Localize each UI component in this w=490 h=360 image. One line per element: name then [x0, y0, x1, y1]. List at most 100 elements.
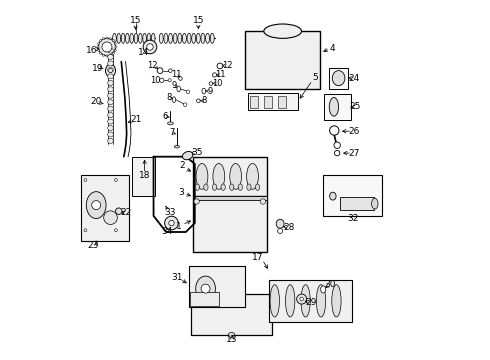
Bar [245, 31, 320, 89]
Text: 26: 26 [349, 127, 360, 136]
Ellipse shape [84, 229, 87, 231]
Ellipse shape [196, 33, 200, 43]
Text: 9: 9 [208, 86, 213, 95]
Ellipse shape [238, 184, 243, 190]
Text: 15: 15 [130, 16, 142, 25]
Ellipse shape [300, 297, 303, 301]
Ellipse shape [179, 77, 182, 80]
Text: 17: 17 [252, 253, 263, 262]
Text: 34: 34 [162, 228, 173, 237]
Ellipse shape [86, 192, 106, 219]
Ellipse shape [98, 49, 100, 51]
Ellipse shape [108, 100, 113, 105]
Ellipse shape [165, 216, 178, 230]
Ellipse shape [183, 103, 187, 107]
Text: 25: 25 [350, 102, 361, 111]
Ellipse shape [121, 33, 125, 43]
Ellipse shape [143, 40, 157, 54]
Ellipse shape [99, 40, 101, 42]
Text: 18: 18 [139, 171, 150, 180]
Bar [329, 68, 348, 89]
Ellipse shape [108, 54, 113, 59]
Bar [190, 266, 245, 307]
Bar [191, 292, 219, 306]
Ellipse shape [228, 332, 235, 337]
Ellipse shape [201, 284, 210, 293]
Ellipse shape [172, 97, 175, 103]
Ellipse shape [332, 71, 345, 86]
Ellipse shape [108, 87, 113, 92]
Ellipse shape [217, 63, 223, 69]
Ellipse shape [108, 74, 113, 79]
Text: 7: 7 [170, 128, 175, 137]
Bar [193, 157, 267, 196]
Text: 8: 8 [202, 96, 207, 105]
Ellipse shape [168, 122, 173, 125]
Ellipse shape [112, 52, 114, 54]
Bar [324, 94, 351, 120]
Ellipse shape [159, 33, 163, 43]
Text: 4: 4 [330, 44, 336, 53]
Text: 11: 11 [171, 71, 181, 80]
Ellipse shape [115, 229, 117, 231]
Ellipse shape [255, 184, 260, 190]
Text: 32: 32 [347, 214, 358, 223]
Text: 19: 19 [92, 64, 103, 73]
Ellipse shape [260, 199, 266, 204]
Ellipse shape [182, 33, 186, 43]
Ellipse shape [116, 208, 122, 215]
Ellipse shape [209, 82, 213, 85]
Ellipse shape [230, 163, 242, 189]
Ellipse shape [112, 40, 114, 42]
Text: 14: 14 [138, 48, 149, 57]
Text: 27: 27 [349, 149, 360, 158]
Ellipse shape [113, 33, 116, 43]
Ellipse shape [317, 285, 326, 317]
Ellipse shape [174, 145, 179, 148]
Ellipse shape [168, 79, 172, 82]
Ellipse shape [169, 220, 174, 226]
Ellipse shape [212, 73, 217, 77]
Bar [278, 96, 286, 108]
Bar [248, 93, 298, 110]
Ellipse shape [108, 138, 113, 143]
Ellipse shape [371, 198, 378, 209]
Ellipse shape [115, 179, 117, 181]
Text: 29: 29 [305, 298, 317, 307]
Ellipse shape [320, 286, 326, 293]
Ellipse shape [178, 33, 182, 43]
Bar [81, 175, 129, 241]
Ellipse shape [247, 184, 251, 190]
Ellipse shape [201, 33, 205, 43]
Ellipse shape [169, 69, 172, 72]
Ellipse shape [108, 106, 113, 111]
Ellipse shape [246, 163, 258, 189]
Ellipse shape [106, 37, 108, 39]
Ellipse shape [278, 228, 283, 233]
Ellipse shape [134, 33, 138, 43]
Ellipse shape [270, 285, 279, 317]
Text: 24: 24 [349, 74, 360, 83]
Ellipse shape [98, 42, 100, 45]
Bar [250, 96, 258, 108]
Ellipse shape [143, 33, 147, 43]
Text: 3: 3 [179, 188, 184, 197]
Ellipse shape [106, 55, 108, 57]
Ellipse shape [102, 54, 104, 56]
Ellipse shape [108, 80, 113, 85]
Ellipse shape [177, 86, 180, 92]
Ellipse shape [102, 37, 104, 40]
Ellipse shape [286, 285, 295, 317]
Ellipse shape [206, 33, 210, 43]
Ellipse shape [194, 199, 199, 204]
Ellipse shape [108, 132, 113, 137]
Ellipse shape [102, 42, 112, 52]
Ellipse shape [139, 33, 142, 43]
Text: 2: 2 [179, 161, 185, 170]
Ellipse shape [147, 33, 151, 43]
Ellipse shape [264, 24, 301, 39]
Ellipse shape [108, 93, 113, 98]
Ellipse shape [230, 184, 234, 190]
Ellipse shape [186, 90, 190, 94]
Text: 11: 11 [216, 71, 226, 80]
